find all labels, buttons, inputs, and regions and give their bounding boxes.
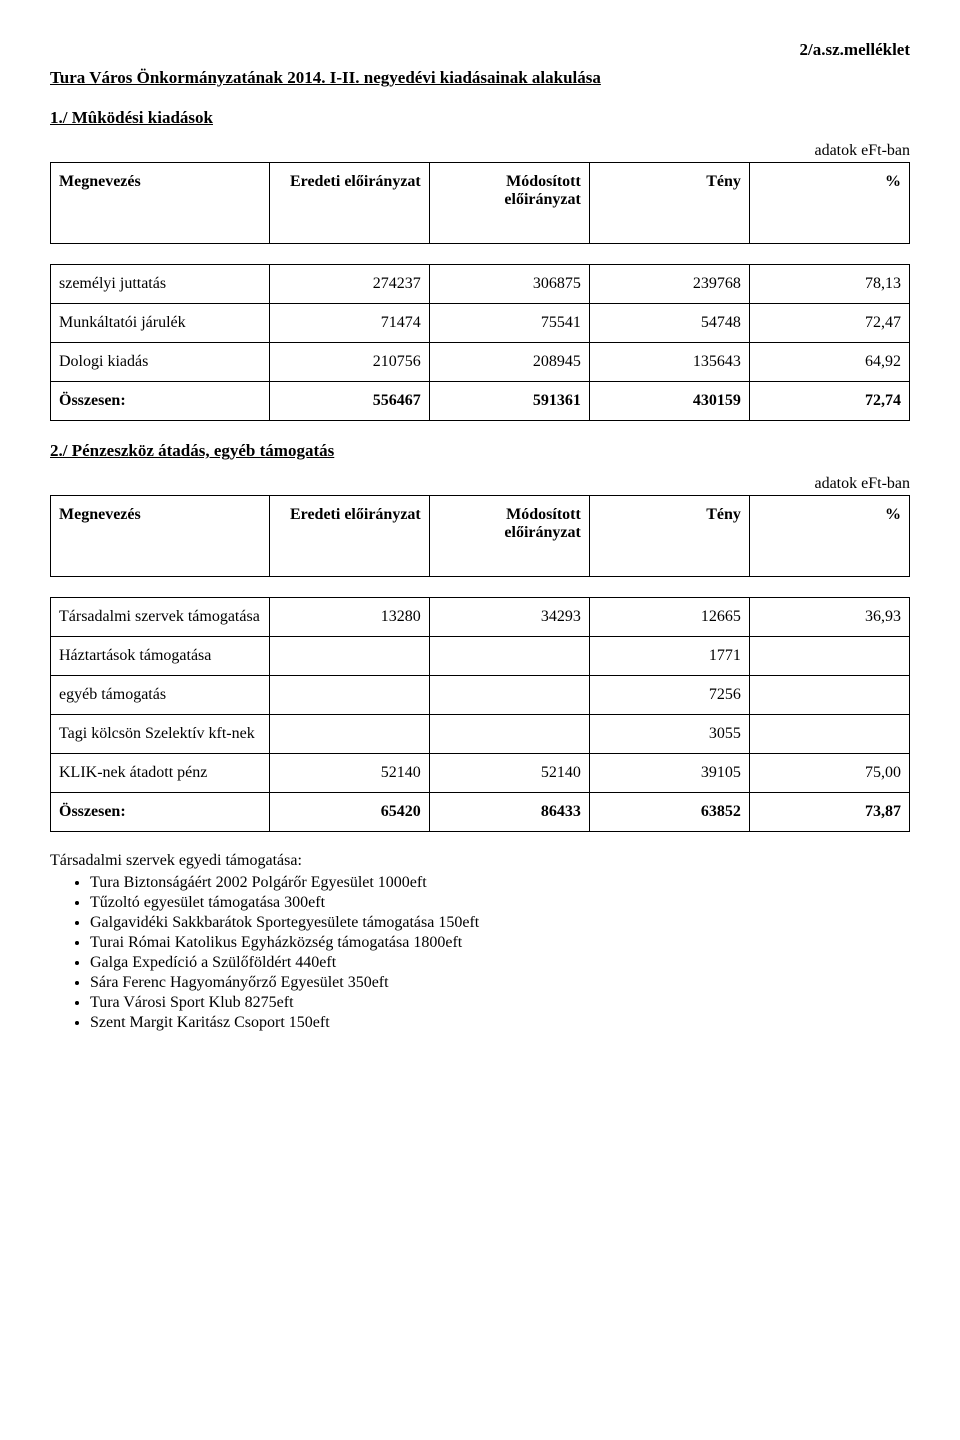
table-cell — [429, 715, 589, 754]
table-cell: Dologi kiadás — [51, 343, 270, 382]
table-cell: 34293 — [429, 598, 589, 637]
table-cell: 54748 — [589, 304, 749, 343]
table-cell: 63852 — [589, 793, 749, 832]
table-row: Dologi kiadás21075620894513564364,92 — [51, 343, 910, 382]
section2-header-table: Megnevezés Eredeti előirányzat Módosítot… — [50, 495, 910, 577]
table-cell: Társadalmi szervek támogatása — [51, 598, 270, 637]
table-cell: 78,13 — [749, 265, 909, 304]
s2-col-3: Tény — [589, 496, 749, 577]
list-item: Galgavidéki Sakkbarátok Sportegyesülete … — [90, 914, 910, 932]
table-cell: 239768 — [589, 265, 749, 304]
table-cell: 274237 — [269, 265, 429, 304]
table-cell: 13280 — [269, 598, 429, 637]
section2-data-table: Társadalmi szervek támogatása13280342931… — [50, 597, 910, 832]
s1-col-1: Eredeti előirányzat — [269, 163, 429, 244]
table-cell: 73,87 — [749, 793, 909, 832]
table-row: egyéb támogatás 7256 — [51, 676, 910, 715]
table-cell: 71474 — [269, 304, 429, 343]
table-cell: 65420 — [269, 793, 429, 832]
s2-col-1: Eredeti előirányzat — [269, 496, 429, 577]
table-cell: 12665 — [589, 598, 749, 637]
table-cell — [429, 637, 589, 676]
page-title: Tura Város Önkormányzatának 2014. I-II. … — [50, 68, 910, 88]
table-cell: 208945 — [429, 343, 589, 382]
table-cell: egyéb támogatás — [51, 676, 270, 715]
s1-col-2: Módosított előirányzat — [429, 163, 589, 244]
table-cell: 75,00 — [749, 754, 909, 793]
table-cell — [269, 676, 429, 715]
table-row: Tagi kölcsön Szelektív kft-nek 3055 — [51, 715, 910, 754]
section2-heading: 2./ Pénzeszköz átadás, egyéb támogatás — [50, 441, 910, 461]
list-item: Tura Biztonságáért 2002 Polgárőr Egyesül… — [90, 874, 910, 892]
table-cell: 72,74 — [749, 382, 909, 421]
table-cell: 210756 — [269, 343, 429, 382]
list-heading: Társadalmi szervek egyedi támogatása: — [50, 852, 910, 870]
table-cell: 72,47 — [749, 304, 909, 343]
table-cell: Háztartások támogatása — [51, 637, 270, 676]
table-row: Összesen:65420864336385273,87 — [51, 793, 910, 832]
table-cell — [749, 637, 909, 676]
table-row: személyi juttatás27423730687523976878,13 — [51, 265, 910, 304]
support-list: Tura Biztonságáért 2002 Polgárőr Egyesül… — [90, 874, 910, 1032]
table-cell — [749, 676, 909, 715]
table-cell: 36,93 — [749, 598, 909, 637]
table-cell: 64,92 — [749, 343, 909, 382]
table-row: Munkáltatói járulék71474755415474872,47 — [51, 304, 910, 343]
list-item: Tűzoltó egyesület támogatása 300eft — [90, 894, 910, 912]
table-cell: Összesen: — [51, 793, 270, 832]
section1-unit-note: adatok eFt-ban — [50, 142, 910, 160]
list-item: Galga Expedíció a Szülőföldért 440eft — [90, 954, 910, 972]
table-cell: személyi juttatás — [51, 265, 270, 304]
table-cell: Tagi kölcsön Szelektív kft-nek — [51, 715, 270, 754]
s1-col-4: % — [749, 163, 909, 244]
table-cell: 306875 — [429, 265, 589, 304]
s2-col-0: Megnevezés — [51, 496, 270, 577]
table-row: Háztartások támogatása 1771 — [51, 637, 910, 676]
table-cell: 52140 — [269, 754, 429, 793]
table-cell: 52140 — [429, 754, 589, 793]
table-cell: 3055 — [589, 715, 749, 754]
s1-col-3: Tény — [589, 163, 749, 244]
table-cell: 86433 — [429, 793, 589, 832]
table-cell: KLIK-nek átadott pénz — [51, 754, 270, 793]
list-item: Sára Ferenc Hagyományőrző Egyesület 350e… — [90, 974, 910, 992]
table-row: KLIK-nek átadott pénz52140521403910575,0… — [51, 754, 910, 793]
table-row: Társadalmi szervek támogatása13280342931… — [51, 598, 910, 637]
table-cell: 39105 — [589, 754, 749, 793]
s2-col-2: Módosított előirányzat — [429, 496, 589, 577]
table-cell: Összesen: — [51, 382, 270, 421]
section1-data-table: személyi juttatás27423730687523976878,13… — [50, 264, 910, 421]
section2-unit-note: adatok eFt-ban — [50, 475, 910, 493]
table-row: Összesen:55646759136143015972,74 — [51, 382, 910, 421]
s2-col-4: % — [749, 496, 909, 577]
table-cell — [749, 715, 909, 754]
section1-header-table: Megnevezés Eredeti előirányzat Módosítot… — [50, 162, 910, 244]
table-cell: 135643 — [589, 343, 749, 382]
table-cell: Munkáltatói járulék — [51, 304, 270, 343]
list-item: Tura Városi Sport Klub 8275eft — [90, 994, 910, 1012]
table-cell — [269, 637, 429, 676]
table-cell: 7256 — [589, 676, 749, 715]
table-cell — [269, 715, 429, 754]
section1-heading: 1./ Mûködési kiadások — [50, 108, 910, 128]
annex-label: 2/a.sz.melléklet — [50, 40, 910, 60]
list-item: Szent Margit Karitász Csoport 150eft — [90, 1014, 910, 1032]
table-cell: 556467 — [269, 382, 429, 421]
table-cell: 75541 — [429, 304, 589, 343]
table-cell: 430159 — [589, 382, 749, 421]
list-item: Turai Római Katolikus Egyházközség támog… — [90, 934, 910, 952]
s1-col-0: Megnevezés — [51, 163, 270, 244]
table-cell — [429, 676, 589, 715]
table-cell: 591361 — [429, 382, 589, 421]
table-cell: 1771 — [589, 637, 749, 676]
